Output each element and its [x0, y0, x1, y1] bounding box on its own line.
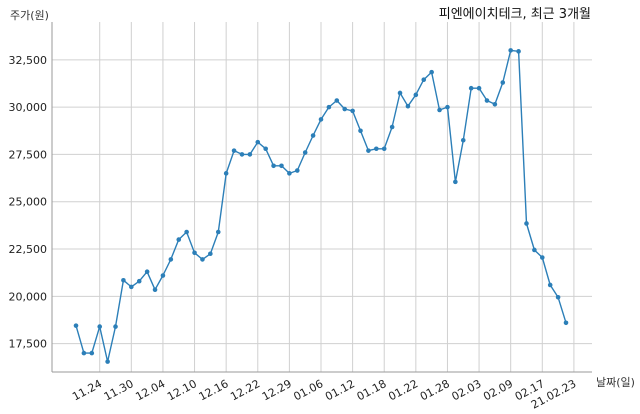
data-point [445, 104, 450, 110]
data-point [326, 104, 332, 110]
data-point [381, 146, 387, 152]
data-point [532, 247, 537, 253]
data-point [129, 284, 134, 290]
data-point [389, 124, 395, 130]
chart-title: 피엔에이치테크, 최근 3개월 [439, 7, 591, 22]
data-point [152, 287, 158, 293]
data-point [208, 251, 213, 257]
data-point [524, 221, 529, 226]
data-point [73, 323, 79, 328]
data-point [563, 320, 569, 326]
data-point [287, 171, 292, 176]
data-point [318, 117, 324, 122]
data-point [136, 278, 142, 284]
x-tick-label: 12.29 [260, 377, 294, 403]
data-point [421, 77, 427, 83]
data-point [215, 229, 221, 235]
data-point [105, 359, 110, 364]
data-point [476, 85, 482, 91]
data-point [555, 294, 561, 300]
x-tick-label: 01.18 [355, 377, 389, 403]
data-point [310, 133, 316, 138]
data-point [397, 90, 403, 96]
data-point [223, 171, 229, 176]
y-tick-label: 25,000 [9, 196, 48, 209]
data-point [231, 148, 237, 153]
data-point [302, 150, 308, 155]
y-tick-label: 20,000 [9, 290, 48, 303]
data-point [334, 98, 340, 103]
data-point [405, 103, 411, 109]
x-tick-label: 12.16 [197, 377, 231, 403]
y-tick-label: 30,000 [9, 101, 48, 114]
data-point [468, 85, 474, 91]
data-point [294, 168, 300, 173]
data-point [192, 250, 197, 256]
data-point [168, 257, 174, 262]
x-tick-label: 01.06 [291, 377, 325, 403]
data-point [81, 350, 87, 356]
data-point [500, 80, 506, 85]
data-point [350, 108, 355, 114]
data-point [271, 163, 276, 169]
data-point [176, 237, 182, 242]
data-point [413, 92, 419, 98]
data-point [200, 257, 205, 262]
data-point [184, 229, 189, 235]
x-tick-label: 11.30 [102, 377, 136, 403]
data-point [255, 139, 261, 145]
data-point [97, 324, 103, 329]
data-point [437, 107, 442, 113]
x-tick-label: 02.09 [481, 377, 515, 403]
data-point [453, 179, 458, 185]
x-tick-label: 01.22 [386, 377, 420, 403]
x-tick-label: 01.12 [323, 377, 357, 403]
plot-frame [51, 22, 592, 373]
data-point [460, 137, 466, 143]
data-point [374, 146, 379, 152]
y-tick-label: 22,500 [9, 243, 48, 256]
y-tick-label: 17,500 [9, 338, 48, 351]
data-point [508, 48, 513, 53]
data-point [239, 152, 245, 157]
data-point [144, 269, 150, 275]
x-axis-tick-labels: 11.2411.3012.0412.1012.1612.2212.2901.06… [70, 377, 578, 411]
data-point [516, 49, 521, 54]
x-tick-label: 02.03 [450, 377, 484, 403]
data-point [429, 69, 434, 75]
price-series [73, 48, 569, 364]
data-point [547, 282, 553, 288]
x-tick-label: 12.04 [133, 377, 167, 403]
y-axis-title: 주가(원) [10, 9, 49, 22]
data-point [539, 255, 545, 260]
data-point [492, 101, 498, 107]
data-point [484, 98, 490, 103]
data-point [121, 277, 126, 283]
data-point [247, 152, 253, 157]
data-point [279, 163, 284, 169]
y-tick-label: 32,500 [9, 54, 48, 67]
data-point [342, 106, 348, 112]
x-tick-label: 12.22 [228, 377, 262, 403]
y-tick-label: 27,500 [9, 148, 48, 161]
data-point [263, 146, 268, 152]
data-point [113, 324, 118, 329]
data-point [160, 273, 166, 278]
x-axis-title: 날짜(일) [596, 375, 635, 389]
grid-lines [52, 22, 592, 372]
x-tick-label: 01.28 [418, 377, 452, 403]
y-axis-tick-labels: 17,500 20,000 22,500 25,000 27,500 30,000 32,5… [9, 54, 48, 351]
x-tick-label: 12.10 [165, 377, 199, 403]
data-point [358, 128, 363, 134]
data-point [366, 148, 371, 153]
x-tick-label: 11.24 [70, 377, 104, 403]
data-point [89, 350, 95, 356]
